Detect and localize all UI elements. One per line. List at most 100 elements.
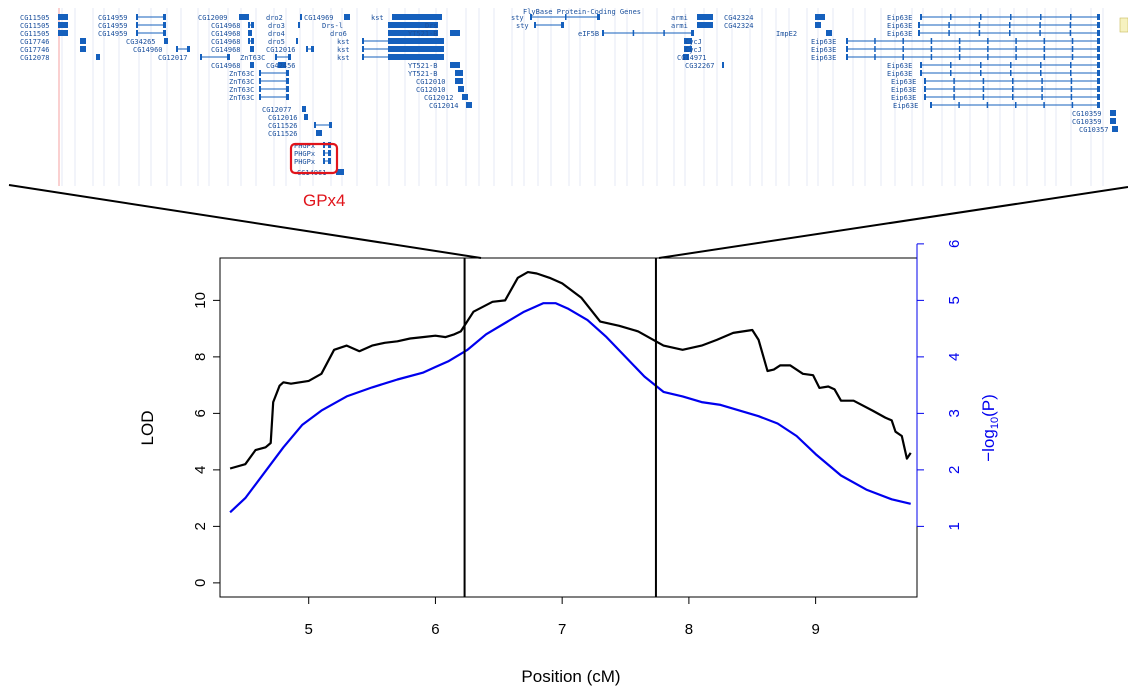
- exon-block: [982, 78, 985, 84]
- exon-block: [259, 78, 261, 84]
- exon-block: [163, 14, 166, 20]
- gene-label: Eip63E: [887, 70, 912, 78]
- exon-block: [1097, 78, 1100, 84]
- exon-block: [286, 86, 289, 92]
- exon-block: [958, 54, 961, 60]
- y2-tick-label: 2: [946, 466, 963, 474]
- exon-block: [163, 30, 166, 36]
- gene-label: CG11526: [268, 122, 298, 130]
- gene-label: CG14968: [211, 62, 241, 70]
- exon-block: [874, 54, 876, 60]
- gene-label: CG12078: [20, 54, 50, 62]
- exon-block: [58, 30, 68, 36]
- gpx4-label: GPx4: [303, 191, 346, 210]
- browser-grid-lines: [61, 8, 1104, 186]
- exon-block: [362, 38, 364, 44]
- gene-label: CycJ: [685, 38, 702, 46]
- exon-block: [1040, 14, 1042, 20]
- gene-label: PHGPx: [294, 158, 315, 166]
- exon-block: [1070, 14, 1072, 20]
- exon-block: [874, 46, 876, 52]
- exon-block: [96, 54, 100, 60]
- exon-block: [924, 94, 926, 100]
- gene-label: Eip63E: [891, 86, 916, 94]
- exon-block: [388, 22, 438, 28]
- gene-label: dro2: [266, 14, 283, 22]
- exon-block: [227, 54, 230, 60]
- exon-block: [58, 22, 68, 28]
- exon-block: [450, 62, 460, 68]
- exon-block: [691, 30, 694, 36]
- gene-label: Eip63E: [887, 22, 912, 30]
- exon-block: [663, 30, 665, 36]
- exon-block: [565, 14, 567, 20]
- exon-block: [136, 22, 138, 28]
- exon-block: [987, 54, 989, 60]
- gene-label: Eip63E: [891, 78, 916, 86]
- gene-label: ZnT63C: [229, 70, 254, 78]
- exon-block: [980, 62, 982, 68]
- gene-label: CG11505: [20, 14, 50, 22]
- exon-block: [815, 14, 825, 20]
- exon-block: [306, 46, 308, 52]
- gene-labels: CG11505CG11505CG11505CG17746CG17746CG120…: [20, 14, 1109, 177]
- browser-edge-tab: [1119, 17, 1128, 33]
- y-tick-label: 8: [192, 353, 209, 361]
- exon-block: [930, 102, 932, 108]
- exon-block: [296, 38, 298, 44]
- gene-label: Drs-l: [322, 22, 343, 30]
- exon-block: [902, 46, 904, 52]
- gene-label: CG14971: [677, 54, 707, 62]
- zoom-line-left: [8, 184, 482, 259]
- exon-block: [1070, 62, 1072, 68]
- exon-block: [602, 30, 604, 36]
- gene-label: CG12016: [266, 46, 296, 54]
- exon-block: [697, 14, 713, 20]
- exon-block: [982, 86, 985, 92]
- exon-block: [1097, 46, 1100, 52]
- exon-block: [987, 38, 989, 44]
- exon-block: [1039, 30, 1041, 36]
- gene-label: YT521-B: [408, 70, 438, 78]
- y2-axis-title-rest: (P): [979, 394, 998, 417]
- exon-block: [323, 150, 325, 156]
- exon-block: [251, 38, 254, 44]
- exon-block: [328, 158, 331, 164]
- exon-block: [250, 46, 254, 52]
- exon-block: [275, 54, 277, 60]
- y-tick-label: 6: [192, 409, 209, 417]
- exon-block: [1040, 70, 1042, 76]
- gene-label: Drs: [425, 22, 438, 30]
- exon-block: [1015, 46, 1017, 52]
- gene-label: CG34265: [126, 38, 156, 46]
- gene-label: Eip63E: [891, 94, 916, 102]
- gene-label: CG11505: [20, 22, 50, 30]
- exon-block: [846, 46, 848, 52]
- exon-block: [462, 94, 468, 100]
- exon-block: [302, 106, 306, 112]
- zoom-line-right: [658, 186, 1128, 259]
- exon-block: [304, 114, 308, 120]
- gene-label: kst: [337, 54, 350, 62]
- gene-label: CG17746: [20, 38, 50, 46]
- exon-block: [684, 46, 692, 52]
- gene-label: CG42324: [724, 22, 754, 30]
- exon-block: [1043, 102, 1045, 108]
- exon-block: [455, 70, 463, 76]
- gene-label: armi: [671, 14, 688, 22]
- exon-block: [362, 46, 364, 52]
- exon-block: [388, 46, 444, 52]
- exon-block: [950, 62, 952, 68]
- exon-block: [286, 94, 289, 100]
- exon-block: [1071, 46, 1074, 52]
- exon-block: [248, 38, 250, 44]
- gene-label: CG11526: [268, 130, 298, 138]
- exon-block: [924, 86, 926, 92]
- exon-block: [1043, 54, 1046, 60]
- exon-block: [1043, 38, 1046, 44]
- y2-tick-label: 3: [946, 409, 963, 417]
- exon-block: [298, 22, 300, 28]
- exon-block: [1010, 70, 1012, 76]
- interval-lines: [463, 258, 657, 597]
